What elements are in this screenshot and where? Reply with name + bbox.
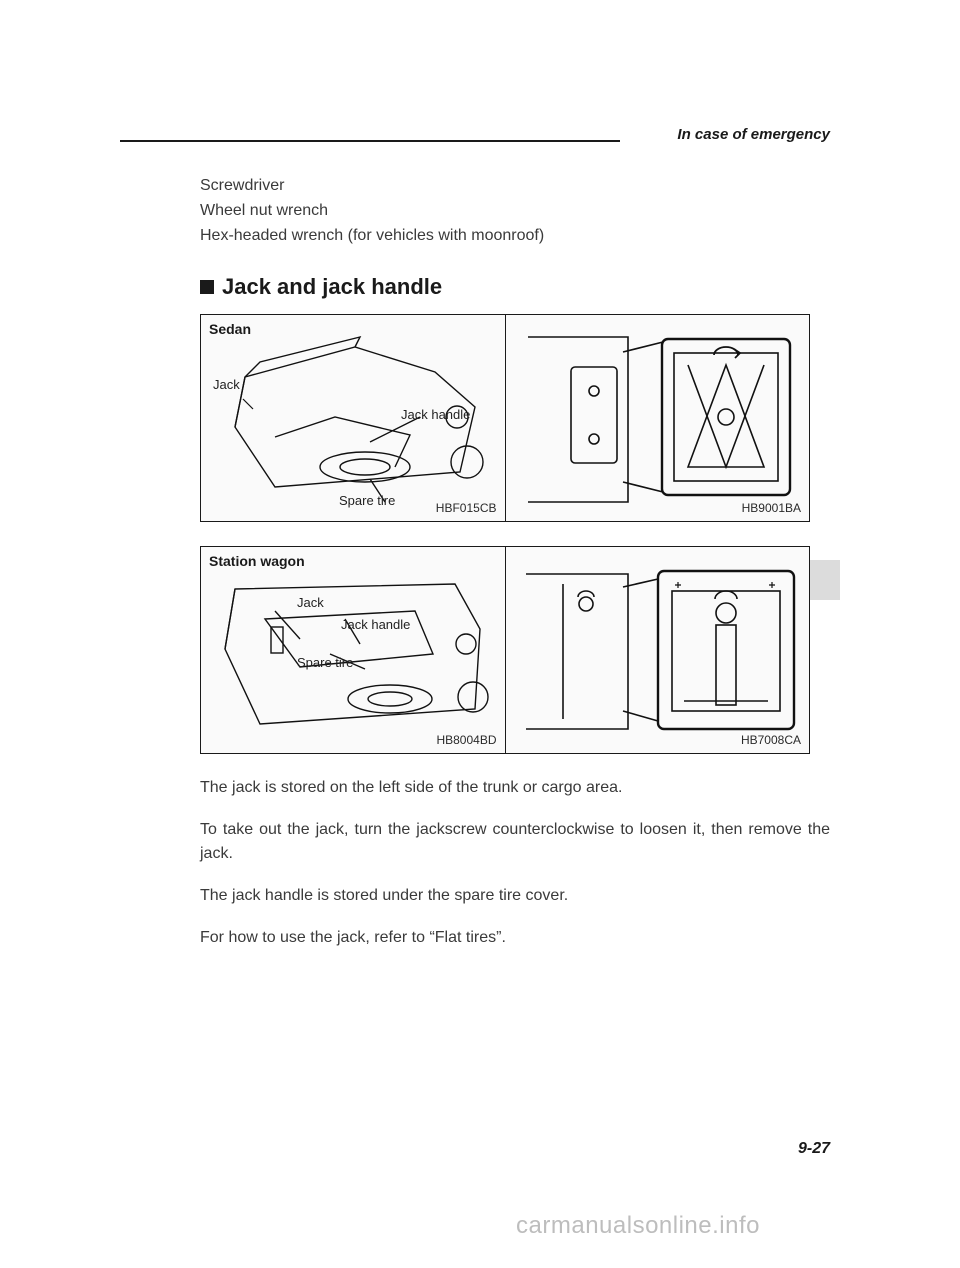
body-text: The jack is stored on the left side of t… <box>200 776 830 950</box>
figure-wagon-right-panel: HB7008CA <box>506 547 810 753</box>
figure-sedan-right-panel: HB9001BA <box>506 315 810 521</box>
watermark-text: carmanualsonline.info <box>516 1212 760 1240</box>
tool-item: Wheel nut wrench <box>200 199 830 224</box>
body-paragraph: The jack handle is stored under the spar… <box>200 884 830 908</box>
section-heading: Jack and jack handle <box>200 274 830 300</box>
page-number: 9-27 <box>798 1140 830 1158</box>
body-paragraph: The jack is stored on the left side of t… <box>200 776 830 800</box>
wagon-jack-compartment-illustration <box>508 549 808 749</box>
wagon-cargo-illustration <box>205 549 505 749</box>
tools-list: Screwdriver Wheel nut wrench Hex-headed … <box>200 174 830 248</box>
section-bullet-icon <box>200 280 214 294</box>
figure-sedan: Sedan Jack Jack handle Spare <box>200 314 810 522</box>
anno-jack-handle: Jack handle <box>341 617 410 632</box>
page-root: In case of emergency Screwdriver Wheel n… <box>0 0 960 1268</box>
anno-jack: Jack <box>213 377 240 392</box>
sedan-jack-compartment-illustration <box>508 317 808 517</box>
body-paragraph: For how to use the jack, refer to “Flat … <box>200 926 830 950</box>
figure-code: HB7008CA <box>741 733 801 747</box>
anno-spare-tire: Spare tire <box>339 493 395 508</box>
chapter-title: In case of emergency <box>677 126 830 143</box>
header-rule <box>120 140 620 142</box>
figure-code: HB9001BA <box>742 501 801 515</box>
figure-wagon: Station wagon Jack Jack handle <box>200 546 810 754</box>
section-title: Jack and jack handle <box>222 274 442 300</box>
figure-wagon-left-panel: Station wagon Jack Jack handle <box>201 547 506 753</box>
figure-sedan-left-panel: Sedan Jack Jack handle Spare <box>201 315 506 521</box>
tool-item: Screwdriver <box>200 174 830 199</box>
body-paragraph: To take out the jack, turn the jackscrew… <box>200 818 830 866</box>
anno-jack: Jack <box>297 595 324 610</box>
anno-spare-tire: Spare tire <box>297 655 353 670</box>
figure-code: HB8004BD <box>436 733 496 747</box>
tool-item: Hex-headed wrench (for vehicles with moo… <box>200 224 830 249</box>
section-tab-marker <box>810 560 840 600</box>
figure-code: HBF015CB <box>436 501 497 515</box>
anno-jack-handle: Jack handle <box>401 407 470 422</box>
